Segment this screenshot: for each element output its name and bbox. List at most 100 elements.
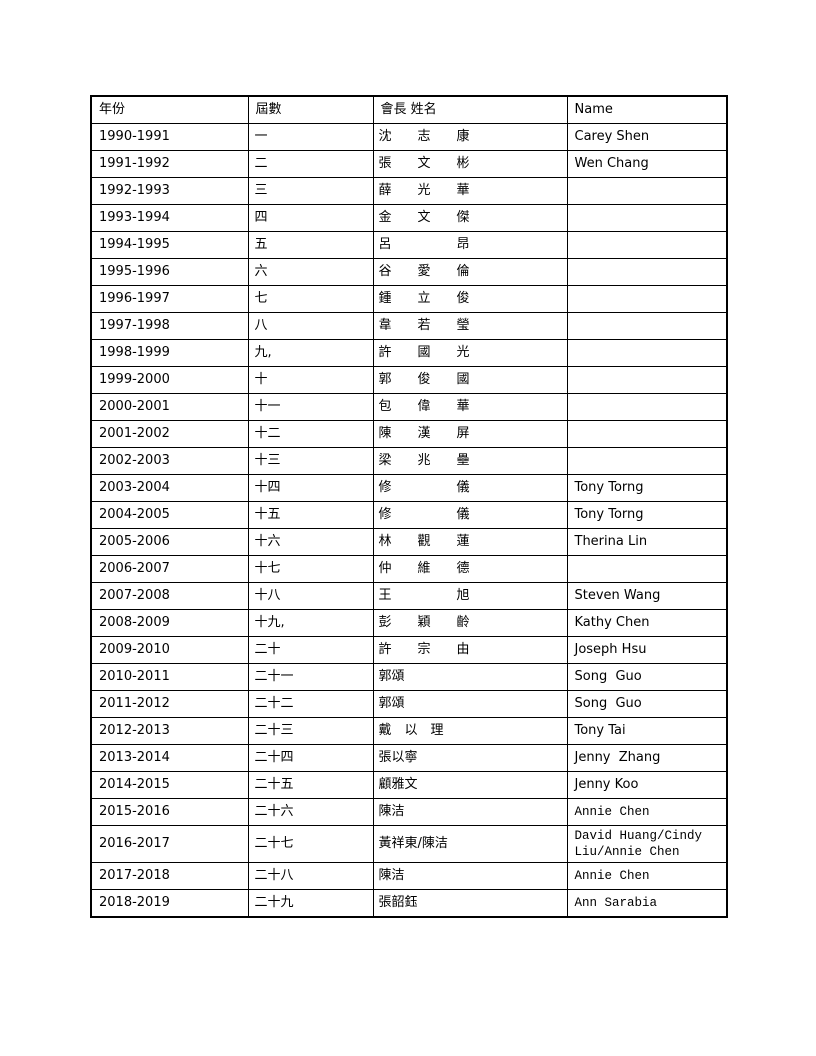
term-number-cell: 一	[247, 123, 374, 151]
table-row: 2005-2006 十六 林 觀 蓮 Therina Lin	[90, 528, 728, 556]
table-row: 1995-1996 六 谷 愛 倫	[90, 258, 728, 286]
year-cell: 2001-2002	[90, 420, 249, 448]
year-cell: 2008-2009	[90, 609, 249, 637]
president-cn-cell: 林 觀 蓮	[372, 528, 568, 556]
term-number-cell: 二十五	[247, 771, 374, 799]
col-header-president-cn: 會長 姓名	[372, 95, 568, 124]
table-row: 2012-2013 二十三 戴 以 理 Tony Tai	[90, 717, 728, 745]
year-cell: 1990-1991	[90, 123, 249, 151]
term-number-cell: 十一	[247, 393, 374, 421]
president-en-cell	[566, 177, 728, 205]
term-number-cell: 二十	[247, 636, 374, 664]
term-number-cell: 十五	[247, 501, 374, 529]
president-en-cell: Song Guo	[566, 663, 728, 691]
term-number-cell: 六	[247, 258, 374, 286]
president-en-cell: Annie Chen	[566, 862, 728, 890]
table-row: 2017-2018 二十八 陳洁 Annie Chen	[90, 862, 728, 890]
president-en-cell: Steven Wang	[566, 582, 728, 610]
table-row: 1992-1993 三 薛 光 華	[90, 177, 728, 205]
col-header-year: 年份	[90, 95, 249, 124]
president-cn-cell: 鍾 立 俊	[372, 285, 568, 313]
president-en-cell: Annie Chen	[566, 798, 728, 826]
table-row: 2004-2005 十五 修 儀 Tony Torng	[90, 501, 728, 529]
president-en-cell	[566, 231, 728, 259]
president-cn-cell: 郭頌	[372, 690, 568, 718]
president-cn-cell: 張以寧	[372, 744, 568, 772]
year-cell: 2011-2012	[90, 690, 249, 718]
table-row: 2018-2019 二十九 張韶鈺 Ann Sarabia	[90, 889, 728, 918]
president-cn-cell: 韋 若 瑩	[372, 312, 568, 340]
president-en-cell	[566, 447, 728, 475]
table-row: 2008-2009 十九, 彭 穎 齡 Kathy Chen	[90, 609, 728, 637]
year-cell: 2003-2004	[90, 474, 249, 502]
year-cell: 2006-2007	[90, 555, 249, 583]
year-cell: 2010-2011	[90, 663, 249, 691]
president-cn-cell: 呂 昂	[372, 231, 568, 259]
term-number-cell: 二十四	[247, 744, 374, 772]
table-row: 2016-2017 二十七 黃祥東/陳洁 David Huang/Cindy L…	[90, 825, 728, 863]
president-en-cell	[566, 366, 728, 394]
term-number-cell: 二十九	[247, 889, 374, 918]
term-number-cell: 二十八	[247, 862, 374, 890]
table-row: 2010-2011 二十一 郭頌 Song Guo	[90, 663, 728, 691]
president-cn-cell: 陳洁	[372, 798, 568, 826]
president-cn-cell: 修 儀	[372, 501, 568, 529]
president-en-cell: David Huang/Cindy Liu/Annie Chen	[566, 825, 728, 863]
year-cell: 2000-2001	[90, 393, 249, 421]
president-en-cell: Song Guo	[566, 690, 728, 718]
president-cn-cell: 梁 兆 壘	[372, 447, 568, 475]
table-row: 2014-2015 二十五 顧雅文 Jenny Koo	[90, 771, 728, 799]
presidents-table: 年份 屆數 會長 姓名 Name 1990-1991 一 沈 志 康 Carey…	[90, 95, 728, 918]
year-cell: 2016-2017	[90, 825, 249, 863]
year-cell: 2012-2013	[90, 717, 249, 745]
president-en-cell: Jenny Koo	[566, 771, 728, 799]
term-number-cell: 二十七	[247, 825, 374, 863]
year-cell: 2017-2018	[90, 862, 249, 890]
term-number-cell: 二十三	[247, 717, 374, 745]
term-number-cell: 二十一	[247, 663, 374, 691]
table-row: 1998-1999 九, 許 國 光	[90, 339, 728, 367]
year-cell: 1998-1999	[90, 339, 249, 367]
year-cell: 1994-1995	[90, 231, 249, 259]
president-en-cell: Ann Sarabia	[566, 889, 728, 918]
table-row: 2006-2007 十七 仲 維 德	[90, 555, 728, 583]
table-row: 2000-2001 十一 包 偉 華	[90, 393, 728, 421]
president-en-cell: Joseph Hsu	[566, 636, 728, 664]
term-number-cell: 十三	[247, 447, 374, 475]
term-number-cell: 十八	[247, 582, 374, 610]
year-cell: 1999-2000	[90, 366, 249, 394]
year-cell: 2014-2015	[90, 771, 249, 799]
president-cn-cell: 戴 以 理	[372, 717, 568, 745]
president-en-cell: Tony Torng	[566, 474, 728, 502]
table-row: 2001-2002 十二 陳 漢 屏	[90, 420, 728, 448]
col-header-name-en: Name	[566, 95, 728, 124]
president-cn-cell: 沈 志 康	[372, 123, 568, 151]
president-en-cell	[566, 393, 728, 421]
president-en-cell	[566, 339, 728, 367]
term-number-cell: 九,	[247, 339, 374, 367]
table-row: 1993-1994 四 金 文 傑	[90, 204, 728, 232]
header-row: 年份 屆數 會長 姓名 Name	[90, 95, 728, 124]
year-cell: 2009-2010	[90, 636, 249, 664]
col-header-term: 屆數	[247, 95, 374, 124]
president-cn-cell: 郭頌	[372, 663, 568, 691]
year-cell: 2018-2019	[90, 889, 249, 918]
table-row: 2002-2003 十三 梁 兆 壘	[90, 447, 728, 475]
president-en-cell: Tony Tai	[566, 717, 728, 745]
table-row: 1996-1997 七 鍾 立 俊	[90, 285, 728, 313]
president-en-cell: Carey Shen	[566, 123, 728, 151]
year-cell: 2007-2008	[90, 582, 249, 610]
term-number-cell: 十六	[247, 528, 374, 556]
year-cell: 2002-2003	[90, 447, 249, 475]
table-sheet: 年份 屆數 會長 姓名 Name 1990-1991 一 沈 志 康 Carey…	[90, 95, 728, 918]
president-cn-cell: 顧雅文	[372, 771, 568, 799]
president-en-cell	[566, 258, 728, 286]
year-cell: 1992-1993	[90, 177, 249, 205]
table-row: 1999-2000 十 郭 俊 國	[90, 366, 728, 394]
table-row: 2009-2010 二十 許 宗 由 Joseph Hsu	[90, 636, 728, 664]
table-row: 1994-1995 五 呂 昂	[90, 231, 728, 259]
president-cn-cell: 張 文 彬	[372, 150, 568, 178]
president-en-cell: Tony Torng	[566, 501, 728, 529]
president-cn-cell: 谷 愛 倫	[372, 258, 568, 286]
